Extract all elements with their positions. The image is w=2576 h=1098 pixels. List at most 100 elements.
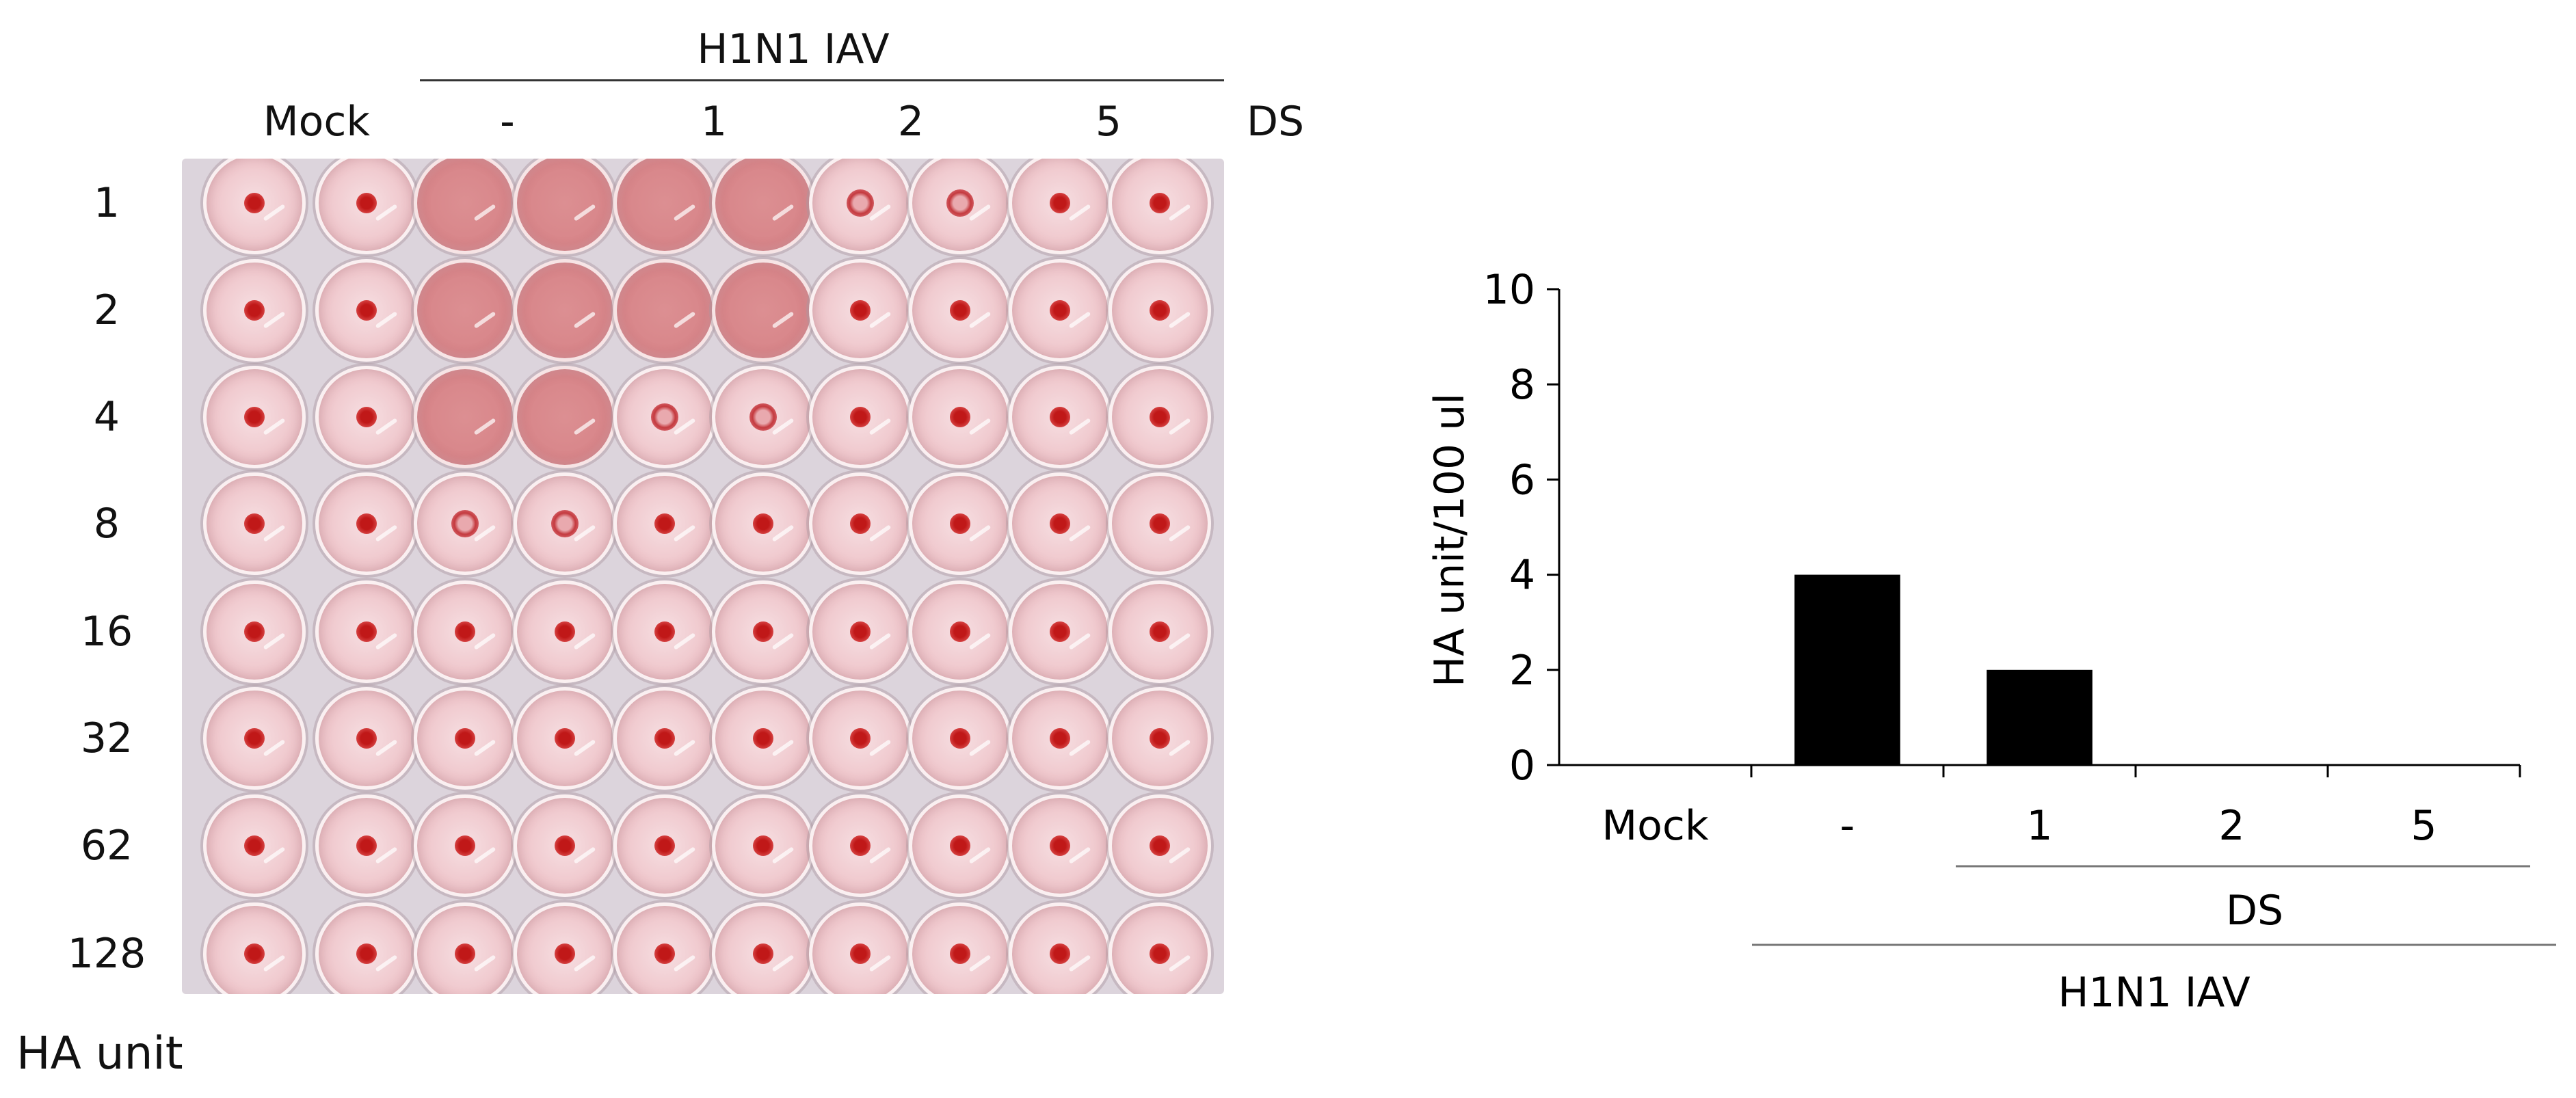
plate-well-button — [1108, 159, 1211, 254]
bar — [1987, 669, 2093, 765]
rbc-button — [244, 835, 265, 856]
plate-well-button — [809, 687, 912, 790]
plate-well-button — [1108, 794, 1211, 897]
y-axis: 0 2 4 6 8 10 — [1483, 266, 1561, 790]
plate-well-button — [712, 687, 814, 790]
rbc-button — [555, 728, 575, 749]
plate-well-ring — [712, 366, 814, 468]
rbc-button — [356, 728, 377, 749]
y-tick-label: 8 — [1509, 361, 1535, 409]
rbc-button — [850, 835, 871, 856]
rbc-button — [1150, 728, 1170, 749]
rbc-button — [555, 835, 575, 856]
rbc-button — [1150, 943, 1170, 964]
x-tick-label: 2 — [2218, 802, 2244, 850]
rbc-button — [555, 943, 575, 964]
y-tick-label: 10 — [1483, 266, 1535, 314]
rbc-button — [1150, 300, 1170, 321]
rbc-button — [244, 728, 265, 749]
rbc-button — [1050, 728, 1070, 749]
plate-well-button — [1108, 687, 1211, 790]
plate-well-button — [203, 902, 306, 994]
rbc-button — [654, 621, 675, 642]
rbc-button — [950, 407, 970, 427]
plate-column-label-ds2: 2 — [897, 98, 925, 146]
rbc-button — [244, 513, 265, 534]
rbc-button — [1050, 835, 1070, 856]
rbc-button — [753, 513, 773, 534]
rbc-button — [850, 513, 871, 534]
plate-column-label-mock: Mock — [263, 98, 371, 146]
plate-row-label: 4 — [93, 393, 120, 441]
plate-column-label-ds5: 5 — [1095, 98, 1122, 146]
rbc-button — [356, 407, 377, 427]
plate-well-diffuse — [712, 259, 814, 362]
plate-well-ring — [809, 159, 912, 254]
plate-well-button — [203, 580, 306, 683]
rbc-button — [1050, 621, 1070, 642]
rbc-button — [244, 193, 265, 213]
rbc-button — [1150, 193, 1170, 213]
rbc-ring — [651, 403, 678, 431]
plate-well-button — [1108, 366, 1211, 468]
y-tick-label: 0 — [1509, 742, 1535, 790]
rbc-button — [654, 835, 675, 856]
bar — [1794, 574, 1900, 765]
plate-well-button — [315, 902, 418, 994]
plate-well-button — [809, 366, 912, 468]
plate-well-button — [514, 687, 616, 790]
plate-well-diffuse — [514, 366, 616, 468]
rbc-button — [1050, 407, 1070, 427]
rbc-button — [950, 621, 970, 642]
plate-well-button — [712, 472, 814, 575]
plate-row-label: 8 — [93, 500, 120, 548]
rbc-button — [555, 621, 575, 642]
rbc-button — [244, 621, 265, 642]
plate-well-ring — [909, 159, 1011, 254]
rbc-button — [1150, 513, 1170, 534]
plate-well-button — [315, 472, 418, 575]
rbc-button — [455, 835, 475, 856]
x-tick-label: 1 — [2026, 802, 2052, 850]
plate-well-button — [909, 794, 1011, 897]
plate-well-button — [414, 580, 516, 683]
rbc-button — [850, 621, 871, 642]
plate-well-button — [203, 794, 306, 897]
plate-ds-label: DS — [1246, 98, 1305, 146]
rbc-button — [244, 943, 265, 964]
plate-well-button — [712, 794, 814, 897]
plate-well-button — [613, 580, 716, 683]
rbc-button — [654, 513, 675, 534]
rbc-button — [356, 513, 377, 534]
rbc-button — [753, 835, 773, 856]
plate-well-diffuse — [712, 159, 814, 254]
rbc-ring — [749, 403, 777, 431]
plate-column-label-virus-only: - — [500, 98, 515, 146]
x-tick-label: Mock — [1602, 802, 1708, 850]
microtiter-plate-image — [182, 159, 1224, 994]
rbc-button — [753, 728, 773, 749]
rbc-button — [753, 943, 773, 964]
plate-well-button — [414, 902, 516, 994]
rbc-button — [1150, 621, 1170, 642]
plate-well-button — [203, 366, 306, 468]
plate-well-diffuse — [514, 259, 616, 362]
plate-well-button — [809, 794, 912, 897]
plate-well-button — [1108, 472, 1211, 575]
plate-row-label: 2 — [93, 286, 120, 334]
rbc-ring — [847, 189, 874, 217]
rbc-button — [850, 728, 871, 749]
plate-well-button — [315, 687, 418, 790]
virus-group-label: H1N1 IAV — [2058, 969, 2250, 1017]
plate-well-button — [1009, 259, 1111, 362]
plate-well-button — [203, 259, 306, 362]
rbc-button — [1150, 835, 1170, 856]
plate-row-label: 128 — [67, 930, 146, 978]
rbc-button — [950, 513, 970, 534]
plate-well-button — [1009, 472, 1111, 575]
bars — [1794, 574, 2093, 765]
y-axis-label: HA unit/100 ul — [1426, 393, 1474, 687]
plate-well-button — [1108, 902, 1211, 994]
rbc-button — [850, 943, 871, 964]
